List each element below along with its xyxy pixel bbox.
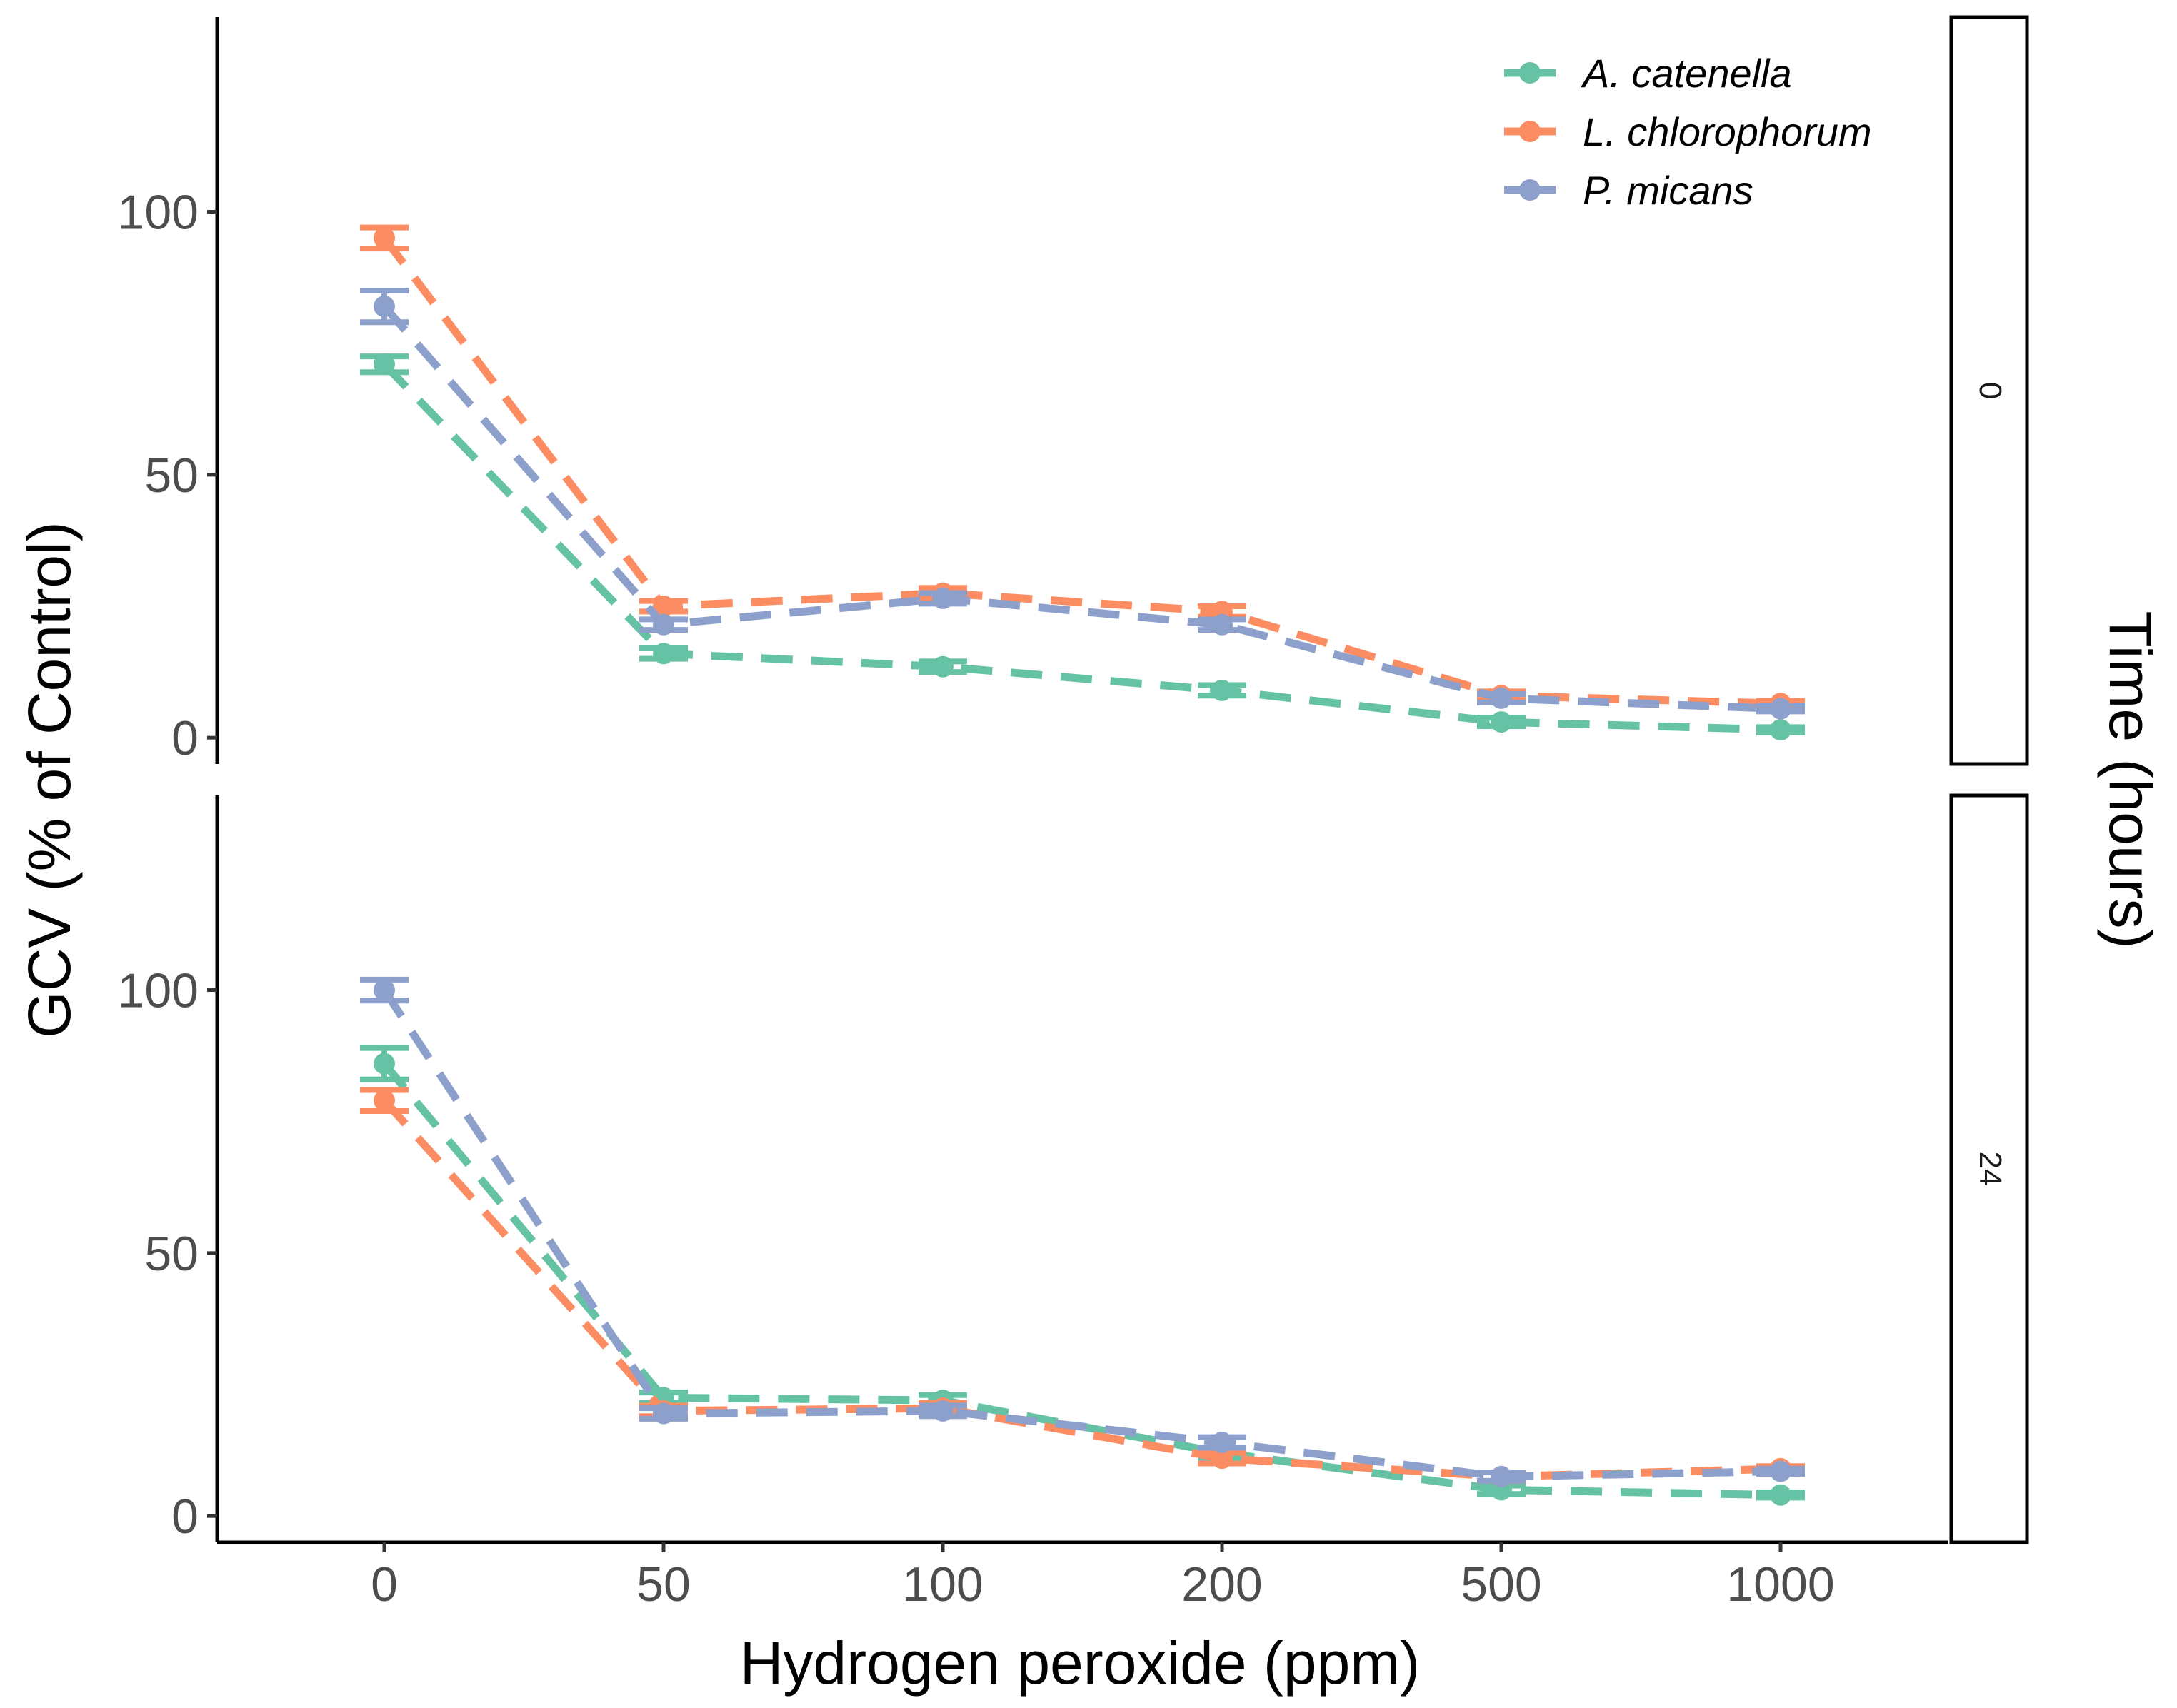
data-point bbox=[932, 1400, 954, 1422]
facet-strip-bottom-label: 24 bbox=[1973, 1152, 2008, 1187]
data-point bbox=[1770, 1484, 1791, 1506]
data-point bbox=[1211, 679, 1233, 701]
y-axis-title: GCV (% of Control) bbox=[16, 521, 83, 1038]
data-point bbox=[1770, 698, 1791, 720]
series-line-p-micans bbox=[381, 303, 1781, 713]
legend-item-l-chlorophorum: L. chlorophorum bbox=[1504, 109, 1872, 154]
panel-bottom-plot-area: 0 50 100 200 500 1000 0 50 100 bbox=[118, 795, 1948, 1612]
series-p-micans bbox=[360, 288, 1805, 720]
x-tick-label: 200 bbox=[1181, 1557, 1262, 1612]
x-tick-label: 500 bbox=[1461, 1557, 1541, 1612]
legend-label: L. chlorophorum bbox=[1583, 109, 1872, 154]
data-point bbox=[653, 613, 674, 636]
data-point bbox=[1211, 613, 1233, 636]
legend-key-point bbox=[1519, 121, 1541, 142]
facet-strip-bottom bbox=[1949, 793, 2029, 1544]
data-point bbox=[374, 227, 395, 249]
series-l-chlorophorum bbox=[360, 224, 1805, 715]
series-line-a-catenella bbox=[381, 361, 1781, 734]
data-point bbox=[1491, 711, 1512, 733]
data-point bbox=[932, 587, 954, 609]
x-tick-label: 50 bbox=[636, 1557, 691, 1612]
legend-item-p-micans: P. micans bbox=[1504, 168, 1753, 213]
series-p-micans bbox=[360, 976, 1805, 1487]
data-point bbox=[374, 1090, 395, 1112]
data-point bbox=[1211, 1432, 1233, 1454]
facet-axis-title: Time (hours) bbox=[2097, 611, 2164, 949]
facet-strip-top-label: 0 bbox=[1973, 382, 2008, 399]
data-point bbox=[1770, 1460, 1791, 1482]
data-point bbox=[374, 296, 395, 318]
data-point bbox=[1491, 687, 1512, 709]
x-axis-title: Hydrogen peroxide (ppm) bbox=[740, 1629, 1420, 1697]
legend-key-point bbox=[1519, 179, 1541, 201]
legend-key-point bbox=[1519, 62, 1541, 84]
series-a-catenella bbox=[360, 1045, 1805, 1506]
data-point bbox=[1211, 1447, 1233, 1470]
y-tick-label: 100 bbox=[118, 186, 199, 240]
data-point bbox=[1770, 719, 1791, 741]
data-point bbox=[1491, 1465, 1512, 1487]
y-tick-label: 0 bbox=[171, 711, 199, 765]
x-tick-label: 1000 bbox=[1726, 1557, 1834, 1612]
y-tick-label: 50 bbox=[144, 1227, 199, 1281]
legend-label: A. catenella bbox=[1581, 51, 1792, 96]
series-line-l-chlorophorum bbox=[381, 236, 1781, 708]
data-point bbox=[374, 353, 395, 376]
x-tick-label: 0 bbox=[371, 1557, 398, 1612]
data-point bbox=[653, 1402, 674, 1425]
data-point bbox=[374, 1053, 395, 1075]
data-point bbox=[653, 643, 674, 665]
facet-strip-top bbox=[1949, 15, 2029, 766]
y-tick-label: 0 bbox=[171, 1490, 199, 1544]
legend: A. catenella L. chlorophorum P. micans bbox=[1504, 51, 1872, 213]
data-point bbox=[653, 596, 674, 618]
x-tick-label: 100 bbox=[902, 1557, 983, 1612]
legend-label: P. micans bbox=[1583, 168, 1753, 213]
legend-item-a-catenella: A. catenella bbox=[1504, 51, 1792, 96]
y-tick-label: 100 bbox=[118, 964, 199, 1018]
series-a-catenella bbox=[360, 353, 1805, 741]
series-line-p-micans bbox=[381, 988, 1781, 1481]
data-point bbox=[374, 979, 395, 1001]
panel-top-plot-area: 0 50 100 bbox=[118, 17, 1805, 765]
series-line-l-chlorophorum bbox=[381, 1097, 1781, 1481]
y-tick-label: 50 bbox=[144, 448, 199, 503]
data-point bbox=[932, 655, 954, 678]
